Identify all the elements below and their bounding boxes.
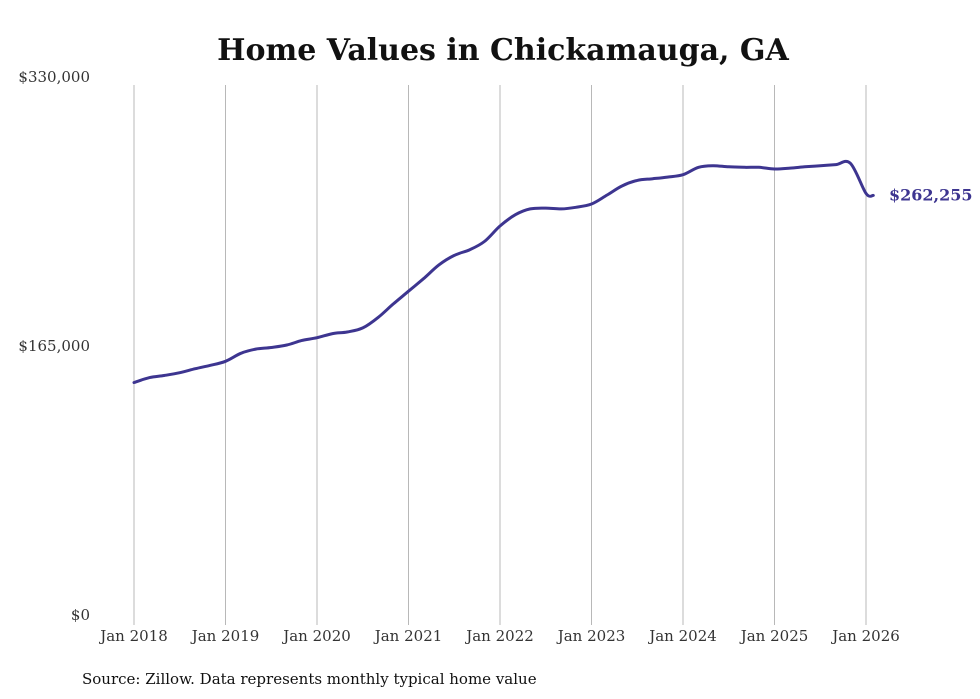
x-tick-label: Jan 2024	[647, 627, 717, 645]
y-axis-ticks: $0 $165,000 $330,000	[18, 68, 90, 624]
series-layer: $262,255	[132, 159, 973, 384]
x-tick-label: Jan 2026	[830, 627, 900, 645]
x-tick-label: Jan 2018	[98, 627, 168, 645]
y-tick-label: $165,000	[18, 337, 90, 355]
x-tick-label: Jan 2025	[739, 627, 809, 645]
x-tick-label: Jan 2021	[373, 627, 443, 645]
x-tick-label: Jan 2022	[464, 627, 534, 645]
source-note: Source: Zillow. Data represents monthly …	[82, 670, 537, 688]
y-tick-label: $0	[71, 606, 90, 624]
x-tick-label: Jan 2023	[556, 627, 626, 645]
end-value-label: $262,255	[889, 185, 973, 204]
chart-title: Home Values in Chickamauga, GA	[217, 33, 789, 68]
series-line	[132, 159, 875, 384]
x-axis-ticks: Jan 2018 Jan 2019 Jan 2020 Jan 2021 Jan 2022…	[98, 627, 900, 645]
x-tick-label: Jan 2020	[281, 627, 351, 645]
y-tick-label: $330,000	[18, 68, 90, 86]
x-tick-label: Jan 2019	[190, 627, 260, 645]
